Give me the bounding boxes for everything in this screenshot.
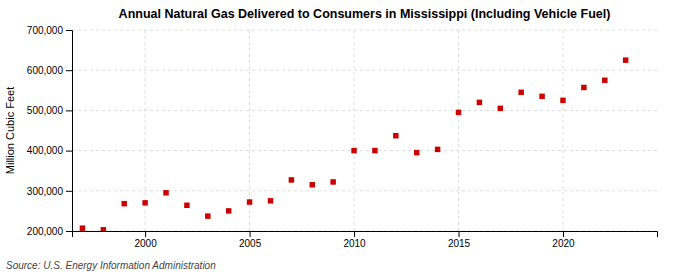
point (80, 225, 85, 230)
point (393, 133, 398, 138)
tick: 300,000 (27, 186, 72, 197)
tick-mark (66, 30, 72, 31)
point (101, 227, 106, 231)
axis-line (66, 31, 73, 232)
point (602, 78, 607, 83)
point (560, 98, 565, 103)
chart: 2000 2005 2010 2015 2020 200,000 300,000 400,00… (0, 0, 675, 275)
tick-label: 2015 (448, 238, 471, 249)
tick-label: 400,000 (27, 145, 64, 156)
source: Source: U.S. Energy Information Administ… (6, 260, 216, 271)
grid (72, 30, 657, 231)
point (226, 208, 231, 213)
tick-label: 2020 (552, 238, 575, 249)
tick-label: 300,000 (27, 186, 64, 197)
grid-line (354, 30, 355, 231)
tick: 2000 (135, 231, 158, 249)
tick: 2020 (552, 231, 575, 249)
tick-mark (145, 231, 146, 237)
point (121, 201, 126, 206)
point (351, 148, 356, 153)
tick: 700,000 (27, 25, 72, 36)
point (330, 179, 335, 184)
tick-mark (66, 110, 72, 111)
tick-label: 700,000 (27, 25, 64, 36)
tick-mark (459, 231, 460, 237)
axis-line (73, 232, 658, 238)
point (581, 85, 586, 90)
point (539, 94, 544, 99)
point (456, 110, 461, 115)
point (623, 57, 628, 62)
point (184, 203, 189, 208)
tick-mark (66, 231, 72, 232)
tick: 400,000 (27, 145, 72, 156)
point (289, 177, 294, 182)
tick: 600,000 (27, 65, 72, 76)
point (435, 147, 440, 152)
tick-mark (250, 231, 251, 237)
point (163, 190, 168, 195)
point (247, 199, 252, 204)
y-axis-title: Million Cubic Feet (4, 87, 16, 174)
point (310, 182, 315, 187)
x-axis: 2000 2005 2010 2015 2020 (73, 231, 658, 249)
tick: 2015 (448, 231, 471, 249)
grid-line (562, 30, 563, 231)
tick-mark (354, 231, 355, 237)
grid-line (458, 30, 459, 231)
point (205, 213, 210, 218)
y-axis: 200,000 300,000 400,000 500,000 600,000 700,0… (27, 25, 73, 237)
grid-line (72, 150, 657, 151)
plot: 2000 2005 2010 2015 2020 200,000 300,000 400,00… (27, 25, 658, 249)
tick-label: 500,000 (27, 105, 64, 116)
tick: 500,000 (27, 105, 72, 116)
points (80, 57, 629, 231)
tick-label: 2000 (135, 238, 158, 249)
grid-line (72, 190, 657, 191)
tick-label: 2005 (239, 238, 262, 249)
tick: 200,000 (27, 226, 72, 237)
tick-label: 2010 (343, 238, 366, 249)
grid-line (72, 70, 657, 71)
tick-mark (563, 231, 564, 237)
grid-line (72, 30, 657, 31)
point (268, 198, 273, 203)
tick-label: 600,000 (27, 65, 64, 76)
point (498, 106, 503, 111)
tick-mark (66, 191, 72, 192)
title: Annual Natural Gas Delivered to Consumer… (119, 7, 611, 21)
tick-mark (66, 151, 72, 152)
tick: 2005 (239, 231, 262, 249)
point (372, 148, 377, 153)
point (414, 150, 419, 155)
tick: 2010 (343, 231, 366, 249)
point (142, 200, 147, 205)
grid-line (72, 110, 657, 111)
tick-mark (66, 70, 72, 71)
tick-label: 200,000 (27, 226, 64, 237)
point (477, 100, 482, 105)
point (518, 90, 523, 95)
